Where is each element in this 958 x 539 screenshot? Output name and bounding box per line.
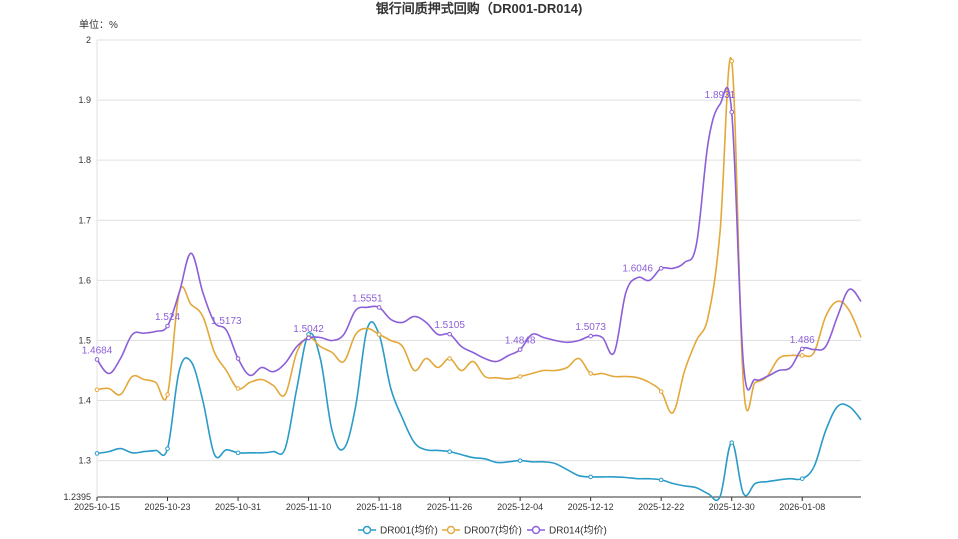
x-tick-label: 2025-11-10 — [286, 502, 331, 512]
legend-label: DR001(均价) — [380, 525, 438, 537]
data-label: 1.5105 — [434, 320, 465, 331]
y-tick-label: 1.9 — [78, 95, 91, 105]
data-label: 1.6046 — [622, 264, 653, 275]
x-tick-label: 2025-11-26 — [427, 502, 472, 512]
data-point — [729, 109, 735, 115]
data-label: 1.4848 — [505, 336, 536, 347]
data-label: 1.4684 — [82, 345, 113, 356]
data-label: 1.5042 — [293, 324, 324, 335]
data-point — [94, 357, 100, 362]
unit-label: 单位：% — [79, 18, 118, 31]
data-point — [306, 335, 311, 341]
y-tick-label: 1.6 — [78, 275, 91, 285]
data-point — [94, 387, 100, 393]
legend-label: DR007(均价) — [464, 525, 522, 537]
series-line — [96, 57, 862, 414]
data-point — [447, 449, 452, 454]
y-tick-label: 2 — [86, 35, 91, 45]
data-point — [517, 458, 523, 463]
data-label: 1.5551 — [352, 293, 383, 304]
data-point — [658, 266, 664, 271]
x-tick-label: 2025-10-23 — [144, 502, 190, 512]
y-tick-label: 1.2395 — [63, 492, 91, 502]
data-point — [799, 476, 805, 481]
y-tick-label: 1.8 — [78, 155, 91, 165]
series-line — [96, 320, 862, 502]
series-3 — [94, 86, 862, 391]
x-tick-label: 2025-11-18 — [356, 502, 401, 512]
y-tick-label: 1.7 — [78, 215, 91, 225]
data-point — [517, 347, 523, 352]
legend-label: DR014(均价) — [549, 525, 607, 537]
legend[interactable]: DR001(均价) DR007(均价) DR014(均价) — [358, 525, 607, 537]
data-point — [235, 386, 241, 391]
x-axis: 2025-10-15 2025-10-23 2025-10-31 2025-11-10… — [74, 40, 861, 512]
x-tick-label: 2025-10-31 — [215, 502, 261, 512]
y-tick-label: 1.4 — [78, 396, 91, 406]
legend-marker — [362, 525, 372, 535]
series-line — [96, 86, 862, 391]
data-point — [165, 446, 170, 451]
data-point — [517, 374, 523, 379]
data-point — [447, 356, 452, 361]
data-label: 1.5073 — [575, 322, 606, 333]
x-tick-label: 2025-10-15 — [74, 502, 120, 512]
data-labels: 1.4684 1.524 1.5173 1.5042 1.5551 1.5105 1.484… — [82, 90, 815, 356]
data-point — [94, 451, 100, 456]
data-point — [447, 331, 452, 337]
data-label: 1.524 — [155, 312, 180, 323]
series-1 — [94, 320, 862, 502]
data-point — [799, 346, 805, 352]
grid-lines — [97, 39, 861, 462]
y-tick-label: 1.3 — [78, 456, 91, 466]
legend-item-3[interactable]: DR014(均价) — [527, 525, 607, 537]
data-point — [235, 450, 241, 456]
y-tick-label: 1.5 — [78, 335, 91, 345]
legend-marker — [531, 525, 541, 535]
x-tick-label: 2026-01-08 — [779, 502, 825, 512]
legend-item-2[interactable]: DR007(均价) — [442, 525, 522, 537]
data-point — [588, 333, 593, 339]
data-label: 1.8931 — [705, 90, 736, 101]
data-point — [165, 323, 170, 329]
legend-marker — [446, 525, 456, 535]
data-point — [799, 353, 805, 358]
data-point — [729, 58, 735, 64]
legend-item-1[interactable]: DR001(均价) — [358, 525, 438, 537]
x-tick-label: 2025-12-12 — [568, 502, 614, 512]
data-point — [376, 305, 382, 310]
x-tick-label: 2025-12-22 — [638, 502, 684, 512]
data-point — [588, 371, 593, 376]
x-tick-label: 2025-12-04 — [497, 502, 543, 512]
chart-title: 银行间质押式回购（DR001-DR014) — [376, 1, 583, 16]
data-point — [235, 356, 241, 361]
data-label: 1.486 — [790, 335, 815, 346]
x-tick-label: 2025-12-30 — [709, 502, 755, 512]
data-label: 1.5173 — [211, 316, 242, 327]
data-point — [658, 477, 664, 483]
y-axis-ticks: 2 1.9 1.8 1.7 1.6 1.5 1.4 1.3 1.2395 — [63, 35, 91, 502]
series-2 — [94, 57, 862, 414]
data-point — [658, 389, 664, 394]
data-point — [376, 332, 382, 337]
series-lines — [94, 57, 862, 502]
data-point — [588, 474, 593, 480]
data-point — [729, 440, 735, 445]
data-point — [165, 392, 170, 397]
